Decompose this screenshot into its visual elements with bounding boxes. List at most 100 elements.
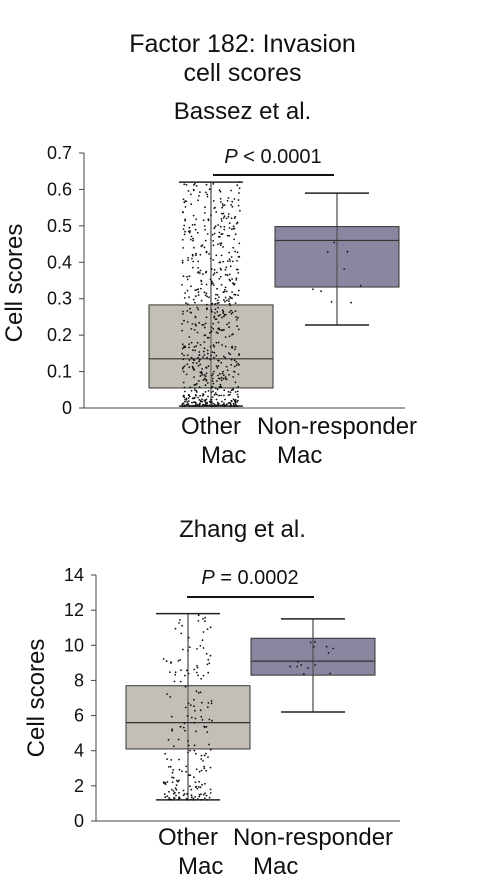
data-point <box>182 275 185 278</box>
data-point <box>220 361 223 364</box>
data-point <box>194 228 197 231</box>
data-point <box>191 401 193 404</box>
data-point <box>180 632 183 635</box>
data-point <box>206 663 209 666</box>
data-point <box>171 729 174 732</box>
data-point <box>198 795 201 798</box>
data-point <box>190 203 193 206</box>
data-point <box>232 376 235 378</box>
data-point <box>233 283 236 285</box>
data-point <box>190 716 193 719</box>
data-point <box>238 289 240 292</box>
data-point <box>187 257 190 259</box>
data-point <box>206 193 209 196</box>
data-point <box>182 313 184 315</box>
data-point <box>216 271 218 274</box>
data-point <box>196 664 198 667</box>
data-point <box>192 298 195 301</box>
data-point <box>216 294 219 296</box>
data-point <box>193 705 195 708</box>
data-point <box>204 401 207 403</box>
data-point <box>212 382 215 385</box>
data-point <box>207 756 209 758</box>
data-point <box>223 315 225 318</box>
data-point <box>230 358 233 361</box>
data-point <box>192 397 195 400</box>
data-point <box>184 390 186 393</box>
data-point <box>200 758 203 760</box>
data-point <box>197 614 200 617</box>
data-point <box>217 332 219 335</box>
data-point <box>219 372 221 375</box>
data-point <box>209 331 211 334</box>
data-point <box>233 293 236 296</box>
data-point <box>212 322 215 325</box>
data-point <box>205 271 207 274</box>
data-point <box>172 790 175 792</box>
data-point <box>195 671 198 674</box>
data-point <box>212 200 215 202</box>
data-point <box>327 652 330 654</box>
data-point <box>190 311 193 314</box>
y-tick-label: 0 <box>62 398 72 418</box>
data-point <box>195 382 198 385</box>
data-point <box>211 302 214 305</box>
panel2-title: Zhang et al. <box>179 516 306 543</box>
data-point <box>222 246 224 248</box>
data-point <box>227 390 230 393</box>
data-point <box>194 387 196 389</box>
data-point <box>196 666 199 669</box>
data-point <box>218 296 220 298</box>
data-point <box>181 261 184 264</box>
data-point <box>228 352 230 355</box>
data-point <box>178 622 181 624</box>
data-point <box>182 358 185 361</box>
data-point <box>213 356 215 359</box>
data-point <box>208 336 210 339</box>
data-point <box>213 272 216 275</box>
data-point <box>201 798 203 801</box>
data-point <box>198 272 201 274</box>
data-point <box>193 359 196 362</box>
data-point <box>188 395 191 398</box>
data-point <box>216 401 219 404</box>
data-point <box>186 278 189 281</box>
data-point <box>190 798 193 801</box>
data-point <box>201 404 204 406</box>
data-point <box>226 299 228 302</box>
data-point <box>196 403 199 406</box>
data-point <box>223 290 226 293</box>
data-point <box>183 233 186 236</box>
data-point <box>194 323 197 326</box>
data-point <box>232 388 235 390</box>
data-point <box>207 671 210 674</box>
data-point <box>204 384 207 387</box>
data-point <box>184 219 187 222</box>
data-point <box>181 352 184 355</box>
data-point <box>201 244 204 247</box>
data-point <box>222 204 224 207</box>
data-point <box>191 323 194 325</box>
data-point <box>189 386 192 389</box>
data-point <box>212 390 214 393</box>
data-point <box>210 283 213 285</box>
data-point <box>216 393 218 396</box>
data-point <box>196 787 199 790</box>
data-point <box>212 328 215 330</box>
data-point <box>204 399 207 402</box>
data-point <box>289 665 292 668</box>
data-point <box>234 293 237 296</box>
data-point <box>181 343 184 346</box>
data-point <box>225 378 228 381</box>
data-point <box>196 648 198 650</box>
data-point <box>219 225 222 228</box>
data-point <box>218 377 221 380</box>
data-point <box>189 749 192 752</box>
data-point <box>231 311 234 314</box>
data-point <box>210 326 213 329</box>
data-point <box>200 793 202 796</box>
data-point <box>204 228 207 231</box>
data-point <box>179 659 182 661</box>
data-point <box>202 618 204 620</box>
data-point <box>186 289 189 292</box>
